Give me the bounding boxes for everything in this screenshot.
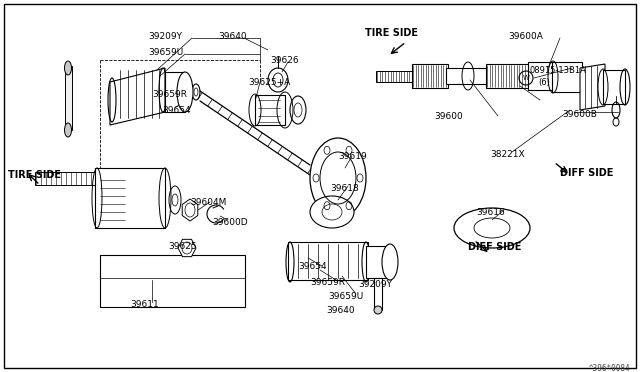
- Text: TIRE SIDE: TIRE SIDE: [365, 28, 418, 38]
- Polygon shape: [110, 68, 165, 125]
- Text: 39626: 39626: [270, 56, 299, 65]
- Text: 39654: 39654: [298, 262, 326, 271]
- Polygon shape: [182, 199, 198, 221]
- Text: 39616: 39616: [476, 208, 505, 217]
- Polygon shape: [412, 64, 448, 88]
- Polygon shape: [374, 278, 382, 310]
- Polygon shape: [486, 64, 530, 88]
- Text: TIRE SIDE: TIRE SIDE: [8, 170, 61, 180]
- Text: 39659U: 39659U: [148, 48, 183, 57]
- Ellipse shape: [177, 72, 193, 112]
- Polygon shape: [95, 168, 165, 228]
- Text: 39600: 39600: [434, 112, 463, 121]
- Text: DIFF SIDE: DIFF SIDE: [560, 168, 613, 178]
- Text: 38221X: 38221X: [490, 150, 525, 159]
- Ellipse shape: [374, 306, 382, 314]
- Ellipse shape: [310, 196, 354, 228]
- Text: 39640: 39640: [218, 32, 246, 41]
- Polygon shape: [446, 68, 488, 84]
- Polygon shape: [552, 62, 582, 92]
- Polygon shape: [366, 246, 390, 278]
- Ellipse shape: [310, 138, 366, 218]
- Text: 39619: 39619: [338, 152, 367, 161]
- Ellipse shape: [454, 208, 530, 248]
- Text: 39654: 39654: [162, 106, 191, 115]
- Polygon shape: [288, 242, 368, 280]
- Polygon shape: [580, 64, 605, 110]
- Text: 39209Y: 39209Y: [358, 280, 392, 289]
- Bar: [100, 255, 245, 307]
- Text: 39600D: 39600D: [212, 218, 248, 227]
- Text: ^396*0084: ^396*0084: [588, 364, 630, 372]
- Polygon shape: [603, 70, 625, 104]
- Polygon shape: [178, 239, 196, 257]
- Text: 08915-13B1A: 08915-13B1A: [530, 66, 587, 75]
- Text: 39604M: 39604M: [190, 198, 227, 207]
- Text: DIFF SIDE: DIFF SIDE: [468, 242, 522, 252]
- Text: 39209Y: 39209Y: [148, 32, 182, 41]
- Text: W: W: [523, 75, 529, 81]
- Polygon shape: [35, 172, 100, 185]
- Polygon shape: [376, 71, 415, 82]
- Ellipse shape: [268, 68, 288, 92]
- Text: 39640: 39640: [326, 306, 355, 315]
- Text: 39659R: 39659R: [152, 90, 187, 99]
- Text: 39600A: 39600A: [508, 32, 543, 41]
- Ellipse shape: [382, 244, 398, 280]
- Polygon shape: [255, 95, 285, 125]
- Text: 39600B: 39600B: [562, 110, 597, 119]
- Text: (6): (6): [538, 78, 550, 87]
- Text: 39625: 39625: [168, 242, 196, 251]
- Text: 39659R: 39659R: [310, 278, 345, 287]
- Polygon shape: [165, 72, 185, 112]
- Ellipse shape: [65, 123, 72, 137]
- Polygon shape: [528, 62, 558, 90]
- Polygon shape: [65, 66, 72, 130]
- Text: 39611: 39611: [130, 300, 159, 309]
- Text: 39618: 39618: [330, 184, 359, 193]
- Text: 39625+A: 39625+A: [248, 78, 291, 87]
- Ellipse shape: [65, 61, 72, 75]
- Text: 39659U: 39659U: [328, 292, 364, 301]
